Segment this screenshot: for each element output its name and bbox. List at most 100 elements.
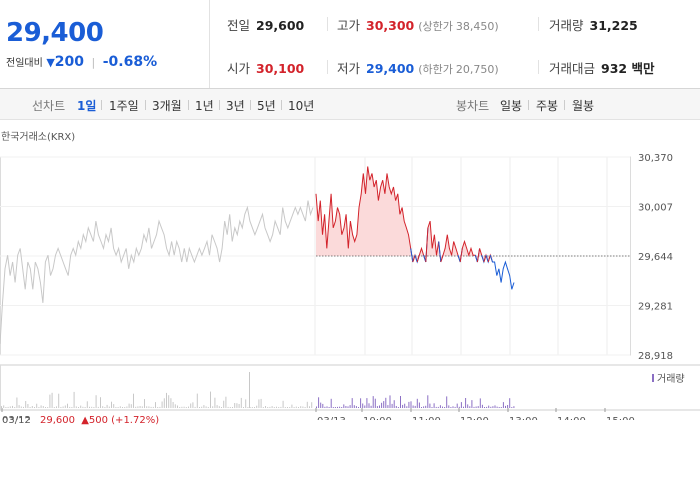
volume-bar: [181, 406, 183, 408]
volume-bar: [439, 405, 441, 408]
high-value: 30,300: [366, 18, 415, 33]
volume-bar: [328, 407, 330, 408]
volume-bar: [133, 393, 134, 408]
down-triangle-icon: ▼: [46, 56, 55, 69]
candle-chart-label[interactable]: 봉차트: [456, 99, 490, 113]
prev-close-value: 29,600: [256, 18, 305, 33]
volume-bar: [473, 406, 475, 408]
volume-bar: [414, 405, 416, 408]
change-amount: 200: [54, 54, 85, 70]
volume-bar: [93, 407, 95, 408]
volume-bar: [287, 407, 288, 408]
volume-bar: [341, 407, 343, 408]
volume-bar: [97, 406, 99, 408]
volume-bar: [95, 395, 97, 408]
volume-bar: [174, 404, 176, 408]
volume-bar: [194, 406, 196, 408]
volume-bar: [435, 406, 437, 408]
volume-bar: [383, 401, 385, 408]
volume-bar: [456, 403, 458, 408]
volume-bar: [494, 405, 496, 408]
period-tab-3m[interactable]: 3개월: [152, 99, 182, 113]
volume-bar: [82, 406, 84, 408]
volume-bar: [389, 395, 391, 408]
volume-bar: [347, 406, 349, 408]
up-area: [425, 221, 441, 262]
volume-bar: [269, 406, 271, 408]
volume-bar: [355, 406, 357, 408]
volume-bar: [484, 407, 485, 408]
volume-bar: [458, 406, 460, 408]
volume-bar: [108, 406, 110, 408]
period-tab-1y[interactable]: 1년: [195, 99, 214, 113]
volume-bar: [159, 406, 161, 408]
volume-bar: [146, 406, 148, 408]
volume-bar: [351, 398, 353, 408]
volume-bar: [249, 407, 251, 408]
volume-bar: [249, 372, 250, 408]
period-tab-5y[interactable]: 5년: [257, 99, 276, 113]
x-tick-label: 10:00: [363, 416, 392, 420]
quote-header: 29,400 전일대비 ▼200 | -0.68% 전일 29,600 고가 30,…: [0, 0, 700, 89]
volume-bar: [234, 403, 236, 408]
volume-bar: [122, 407, 123, 408]
period-tab-3y[interactable]: 3년: [226, 99, 245, 113]
price-chart[interactable]: 한국거래소(KRX) 30,370 30,007 29,644 29,281 28,91…: [0, 120, 700, 420]
volume-bar: [47, 407, 49, 408]
trade-amount: 거래대금 932 백만: [549, 58, 654, 77]
period-tab-1w[interactable]: 1주일: [109, 99, 139, 113]
volume-bar: [471, 400, 473, 408]
volume-bar: [185, 407, 187, 408]
volume-bar: [318, 397, 320, 408]
volume-bar: [27, 404, 29, 408]
y-tick-label: 29,644: [638, 252, 673, 263]
volume-bar: [16, 397, 18, 408]
volume-bar: [247, 407, 249, 408]
period-tab-1d[interactable]: 1일: [77, 99, 97, 113]
volume-bar: [358, 407, 359, 408]
volume-bar: [1, 406, 2, 408]
line-chart-label[interactable]: 선차트: [32, 99, 66, 113]
volume-bar: [243, 407, 244, 408]
x-tick-label: 13:00: [509, 416, 538, 420]
high-label: 고가: [337, 18, 361, 33]
volume-bar: [469, 406, 471, 408]
candle-tab-weekly[interactable]: 주봉: [536, 99, 559, 113]
volume-bar: [278, 407, 280, 408]
candle-tab-daily[interactable]: 일봉: [500, 99, 523, 113]
divider: [327, 60, 328, 74]
y-tick-label: 28,918: [638, 351, 673, 362]
volume-bar: [56, 406, 57, 408]
volume-bar: [302, 406, 304, 408]
open-price: 시가 30,100: [227, 58, 304, 77]
volume-bar: [238, 404, 240, 408]
volume-bar: [505, 405, 506, 408]
volume-bar: [7, 406, 9, 408]
volume-bar: [71, 407, 73, 408]
volume-bar: [254, 407, 255, 408]
price-change: 전일대비 ▼200 | -0.68%: [6, 54, 157, 70]
volume-bar: [291, 404, 293, 408]
volume-bar: [256, 405, 258, 408]
volume-bar: [64, 405, 66, 408]
x-tick-label: 14:00: [557, 416, 586, 420]
amount-label: 거래대금: [549, 61, 596, 76]
volume-bar: [60, 407, 62, 408]
period-tab-10y[interactable]: 10년: [288, 99, 315, 113]
volume-bar: [502, 402, 504, 408]
volume-bar: [210, 391, 211, 408]
candle-tab-monthly[interactable]: 월봉: [572, 99, 595, 113]
volume-bar: [34, 407, 35, 408]
volume-legend-swatch: [652, 374, 654, 382]
chart-grid: [0, 156, 700, 411]
volume-bar: [410, 401, 412, 408]
change-label: 전일대비: [6, 58, 43, 69]
volume-bar: [25, 401, 27, 408]
volume-bar: [3, 405, 5, 408]
volume-bar: [84, 407, 86, 408]
volume-bar: [216, 405, 218, 408]
hover-price: 29,600: [40, 415, 76, 426]
volume-bar: [212, 406, 214, 408]
x-tick-label: 03/13: [317, 416, 346, 420]
volume-bar: [463, 406, 464, 408]
